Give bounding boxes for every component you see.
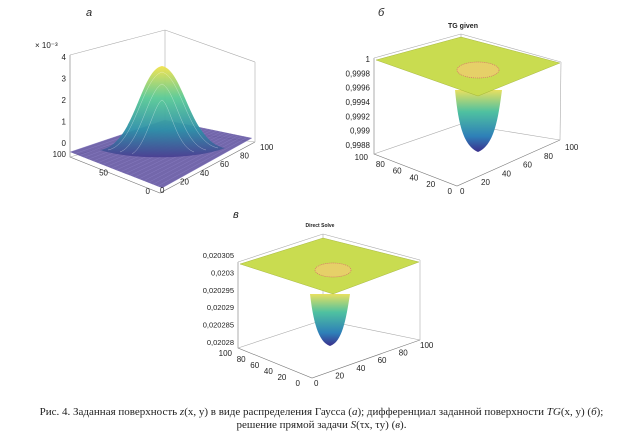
panel-c-z-tick-label: 0,0203 bbox=[211, 268, 234, 277]
panel-b-z-tick-label: 0,999 bbox=[350, 127, 371, 136]
panel-c-y-tick-label: 40 bbox=[264, 367, 273, 376]
panel-c-y-tick-label: 80 bbox=[237, 355, 246, 364]
panel-a-z-tick-label: 0 bbox=[62, 139, 67, 148]
caption-text: в виде распределения Гаусса ( bbox=[208, 406, 352, 418]
caption-text: ( bbox=[388, 419, 396, 431]
panel-a-x-tick-label: 0 bbox=[160, 186, 165, 195]
panel-b-z-tick-label: 1 bbox=[366, 55, 371, 64]
panel-c-z-tick-label: 0,020295 bbox=[203, 286, 234, 295]
panel-b-x-tick-label: 60 bbox=[523, 161, 532, 170]
panel-b-x-tick-label: 20 bbox=[481, 178, 490, 187]
panel-c-title: Direct Solve bbox=[306, 223, 335, 229]
caption-text: S bbox=[350, 419, 357, 431]
panel-a-z-tick-label: 4 bbox=[62, 53, 67, 62]
panel-b-y-tick-label: 40 bbox=[409, 173, 418, 182]
panel-b-title: TG given bbox=[448, 23, 478, 30]
caption-text: ( bbox=[584, 406, 592, 418]
panel-b-plot: TG given 1 0,9998 0,9996 0,9994 0,9992 0,999 0… bbox=[346, 23, 579, 196]
panel-a-x-tick-label: 40 bbox=[200, 169, 209, 178]
panel-a-x-tick-label: 60 bbox=[220, 160, 229, 169]
caption-text: б bbox=[591, 406, 597, 418]
caption-text: ); дифференциал заданной поверхности bbox=[357, 406, 547, 418]
panel-a-exponent: × 10⁻³ bbox=[35, 41, 58, 50]
panel-a-plot: × 10⁻³ 4 3 2 1 0 100 50 0 0 20 40 60 80 100 bbox=[35, 29, 274, 196]
panel-c-y-tick-label: 60 bbox=[250, 361, 259, 370]
panel-b-y-tick-label: 60 bbox=[393, 167, 402, 176]
panel-a-x-tick-label: 100 bbox=[260, 143, 274, 152]
panel-b-y-tick-label: 80 bbox=[376, 160, 385, 169]
panel-c-x-tick-label: 40 bbox=[356, 364, 365, 373]
panel-c-z-tick-label: 0,02029 bbox=[207, 303, 234, 312]
panel-c-letter: в bbox=[233, 209, 239, 221]
caption-text: (τx, τy) bbox=[356, 419, 389, 431]
panel-a-z-tick-label: 1 bbox=[62, 118, 67, 127]
panel-b-y-tick-label: 0 bbox=[448, 187, 453, 196]
caption-line-1: Рис. 4. Заданная поверхность z(x, y) в в… bbox=[0, 406, 643, 419]
panel-b-y-tick-label: 100 bbox=[355, 153, 369, 162]
panel-b-z-tick-label: 0,9988 bbox=[346, 141, 371, 150]
panel-c-z-tick-label: 0,02028 bbox=[207, 338, 234, 347]
caption-text: решение прямой задачи bbox=[236, 419, 351, 431]
panel-c-y-tick-label: 100 bbox=[219, 349, 233, 358]
panel-b-z-tick-label: 0,9994 bbox=[346, 98, 371, 107]
panel-a-x-tick-label: 20 bbox=[180, 177, 189, 186]
panel-a-letter: а bbox=[86, 7, 92, 19]
panel-b-x-tick-label: 0 bbox=[460, 187, 465, 196]
panel-a-x-tick-label: 80 bbox=[240, 152, 249, 161]
figure-caption: Рис. 4. Заданная поверхность z(x, y) в в… bbox=[0, 406, 643, 432]
panel-c-x-tick-label: 0 bbox=[314, 379, 319, 388]
caption-text: ). bbox=[400, 419, 407, 431]
panel-b-z-tick-label: 0,9992 bbox=[346, 112, 371, 121]
panel-c-x-tick-label: 80 bbox=[399, 349, 408, 358]
panel-c-plot: Direct Solve 0,020305 0,0203 0,020295 0,020… bbox=[203, 223, 434, 388]
panel-c-z-tick-label: 0,020305 bbox=[203, 251, 234, 260]
panel-b-x-tick-label: 40 bbox=[502, 169, 511, 178]
panel-b-z-tick-label: 0,9996 bbox=[346, 84, 371, 93]
caption-text: TG bbox=[546, 406, 561, 418]
caption-text: (x, y) bbox=[184, 406, 209, 418]
caption-text: Рис. 4. Заданная поверхность bbox=[39, 406, 180, 418]
panel-b-letter: б bbox=[378, 7, 385, 19]
panel-c-x-tick-label: 20 bbox=[335, 371, 344, 380]
panel-c-x-tick-label: 60 bbox=[378, 356, 387, 365]
panel-b-z-tick-label: 0,9998 bbox=[346, 69, 371, 78]
caption-text: а bbox=[351, 406, 358, 418]
panel-a-z-tick-label: 3 bbox=[62, 75, 67, 84]
panel-b-x-tick-label: 80 bbox=[544, 152, 553, 161]
caption-text: в bbox=[395, 419, 401, 431]
caption-text: ); bbox=[596, 406, 604, 418]
panel-c-z-tick-label: 0,020285 bbox=[203, 321, 234, 330]
caption-text: (x, y) bbox=[560, 406, 585, 418]
panel-b-y-tick-label: 20 bbox=[426, 180, 435, 189]
panel-c-y-tick-label: 0 bbox=[296, 379, 301, 388]
panel-a-y-tick-label: 0 bbox=[146, 187, 151, 196]
caption-line-2: решение прямой задачи S(τx, τy) (в). bbox=[0, 419, 643, 432]
panel-b-x-tick-label: 100 bbox=[565, 143, 579, 152]
panel-c-x-tick-label: 100 bbox=[420, 341, 434, 350]
panel-a-y-tick-label: 50 bbox=[99, 169, 108, 178]
panel-a-y-tick-label: 100 bbox=[53, 150, 67, 159]
caption-text: z bbox=[179, 406, 185, 418]
panel-a-z-tick-label: 2 bbox=[62, 96, 67, 105]
panel-c-y-tick-label: 20 bbox=[277, 373, 286, 382]
